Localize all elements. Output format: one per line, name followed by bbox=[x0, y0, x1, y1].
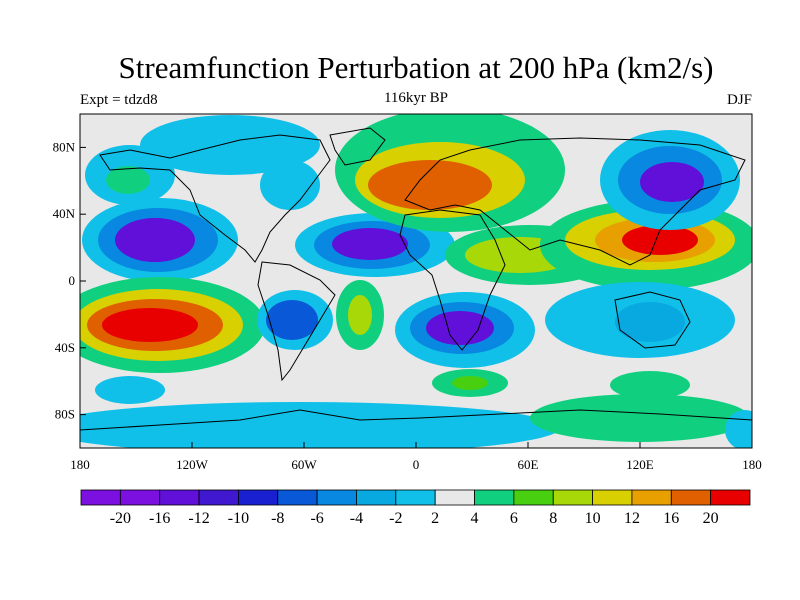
lat-tick-label: 40N bbox=[53, 206, 76, 221]
colorbar-label: 2 bbox=[431, 510, 439, 527]
colorbar-box bbox=[198, 489, 239, 506]
colorbar-box bbox=[552, 489, 593, 506]
field-blob bbox=[622, 225, 698, 255]
lat-tick-label: 80N bbox=[53, 139, 76, 154]
field-blob bbox=[530, 394, 750, 442]
colorbar-label: 10 bbox=[585, 510, 601, 527]
axis-ticks: 80N 40N 0 40S 80S 180 120W 60W 0 60E 120E 180 bbox=[53, 139, 762, 472]
field-blob bbox=[640, 162, 704, 202]
field-blob bbox=[610, 371, 690, 399]
lat-tick-label: 80S bbox=[55, 407, 75, 422]
colorbar-label: -16 bbox=[149, 510, 170, 527]
lon-tick-label: 60E bbox=[518, 457, 539, 472]
colorbar-label: -8 bbox=[271, 510, 284, 527]
coastline-africa bbox=[399, 209, 506, 351]
field-blob bbox=[80, 402, 560, 448]
coastlines bbox=[80, 127, 752, 431]
colorbar-box bbox=[474, 489, 515, 506]
colorbar-box bbox=[631, 489, 672, 506]
coastline-north-america bbox=[99, 134, 331, 263]
colorbar-box bbox=[592, 489, 633, 506]
colorbar-label: -10 bbox=[228, 510, 249, 527]
lon-tick-label: 120E bbox=[626, 457, 654, 472]
colorbar-label: 4 bbox=[471, 510, 479, 527]
field-blob bbox=[332, 228, 408, 260]
colorbar-label: -12 bbox=[188, 510, 209, 527]
lat-tick-label: 40S bbox=[55, 340, 75, 355]
contour-field bbox=[80, 114, 752, 448]
period-label: 116kyr BP bbox=[383, 90, 449, 106]
colorbar-box bbox=[395, 489, 436, 506]
field-blob bbox=[452, 376, 488, 390]
coastline-eurasia bbox=[404, 137, 746, 266]
field-blob bbox=[368, 160, 492, 210]
lon-tick-label: 0 bbox=[413, 457, 420, 472]
colorbar-label: 8 bbox=[549, 510, 557, 527]
season-label: DJF bbox=[726, 92, 752, 108]
coastline-australia bbox=[614, 291, 691, 349]
lon-tick-label: 180 bbox=[70, 457, 90, 472]
colorbar-label: -20 bbox=[110, 510, 131, 527]
colorbar-label: 20 bbox=[703, 510, 719, 527]
colorbar-box bbox=[316, 489, 357, 506]
colorbar-box bbox=[434, 489, 475, 506]
field-blob bbox=[266, 300, 318, 340]
lon-tick-label: 60W bbox=[291, 457, 317, 472]
colorbar-box bbox=[513, 489, 554, 506]
chart-title: Streamfunction Perturbation at 200 hPa (… bbox=[118, 50, 714, 85]
colorbar-box bbox=[710, 489, 751, 506]
field-blob bbox=[95, 376, 165, 404]
lat-tick-label: 0 bbox=[69, 273, 76, 288]
field-blob bbox=[260, 160, 320, 210]
coastline-antarctica bbox=[80, 409, 752, 431]
field-blob bbox=[140, 115, 320, 175]
colorbar-label: 16 bbox=[663, 510, 679, 527]
coastline-south-america bbox=[257, 261, 336, 382]
colorbar-label: 12 bbox=[624, 510, 640, 527]
colorbar-box bbox=[238, 489, 279, 506]
field-blob bbox=[725, 410, 752, 448]
lon-tick-label: 180 bbox=[742, 457, 762, 472]
colorbar-box bbox=[119, 489, 161, 506]
colorbar-label: -4 bbox=[350, 510, 363, 527]
colorbar-box bbox=[80, 489, 121, 506]
coastline-greenland bbox=[329, 127, 386, 166]
colorbar-label: -2 bbox=[389, 510, 402, 527]
field-blob bbox=[106, 166, 150, 194]
field-blob bbox=[348, 295, 372, 335]
field-blob bbox=[426, 311, 494, 345]
experiment-label: Expt = tdzd8 bbox=[80, 92, 158, 108]
colorbar-box bbox=[277, 489, 318, 506]
colorbar-label: -6 bbox=[310, 510, 323, 527]
field-blob bbox=[102, 308, 198, 342]
colorbar-box bbox=[159, 489, 200, 506]
colorbar: -20 -16 -12 -10 -8 -6 -4 -2 2 4 6 8 10 12 16 20 bbox=[80, 489, 751, 527]
colorbar-box bbox=[356, 489, 397, 506]
colorbar-box bbox=[670, 489, 712, 506]
colorbar-label: 6 bbox=[510, 510, 518, 527]
field-blob bbox=[615, 302, 685, 342]
field-blob bbox=[115, 218, 195, 262]
lon-tick-label: 120W bbox=[176, 457, 209, 472]
